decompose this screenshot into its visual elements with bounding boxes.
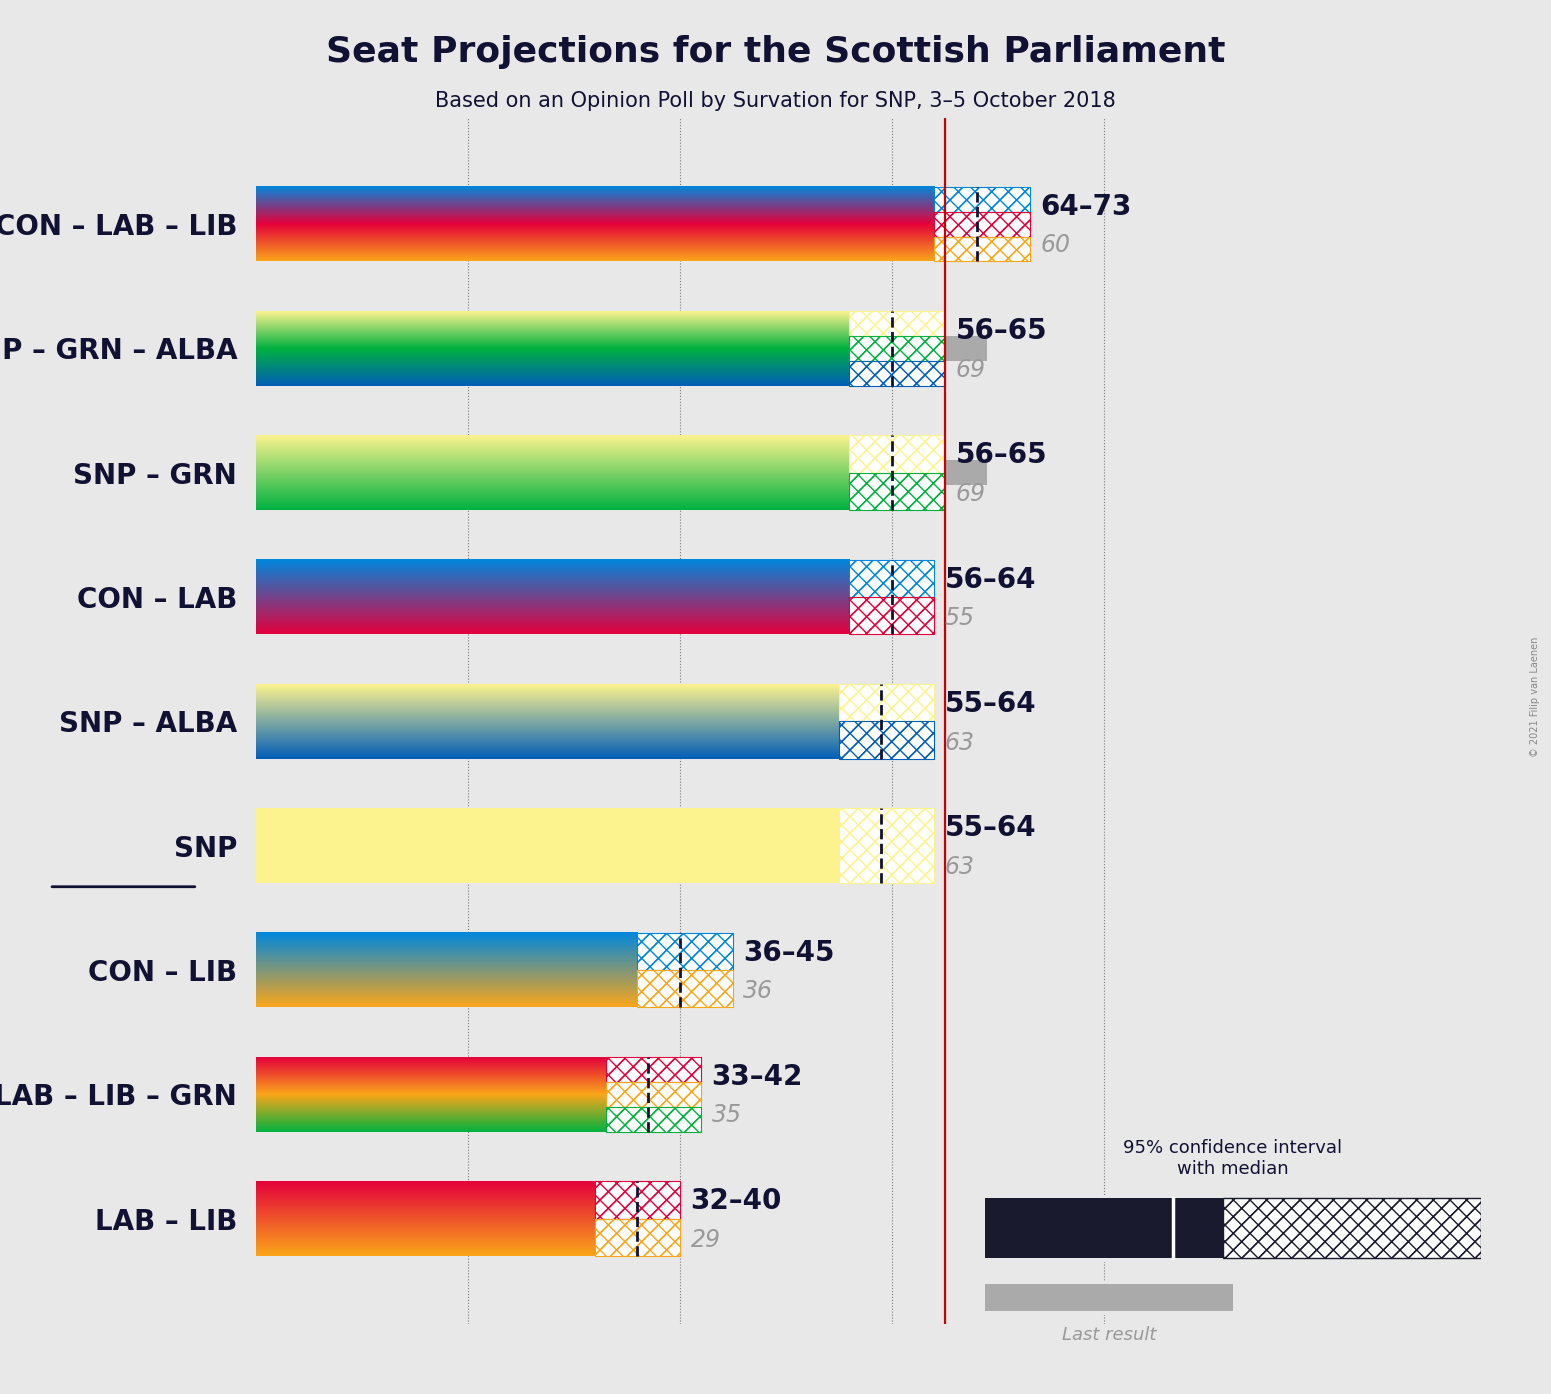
Bar <box>596 1218 679 1256</box>
Bar <box>839 684 934 722</box>
Bar <box>934 187 1030 212</box>
Bar <box>637 970 734 1008</box>
Bar <box>606 1107 701 1132</box>
Bar <box>850 473 945 510</box>
Bar <box>850 336 945 361</box>
Text: 33–42: 33–42 <box>712 1062 803 1092</box>
Bar <box>839 684 934 722</box>
Bar <box>850 311 945 336</box>
Bar <box>606 1082 701 1107</box>
Bar <box>606 1107 701 1132</box>
Bar <box>256 958 637 983</box>
Text: 95% confidence interval
with median: 95% confidence interval with median <box>1123 1139 1343 1178</box>
Bar <box>850 560 934 597</box>
Bar <box>606 1057 701 1082</box>
Bar <box>934 187 1030 212</box>
Bar <box>606 1057 701 1082</box>
Bar <box>1224 1197 1481 1259</box>
Bar <box>1224 1197 1481 1259</box>
Bar <box>985 1284 1233 1312</box>
Bar <box>934 187 1030 212</box>
Bar <box>256 212 892 237</box>
Text: 56–65: 56–65 <box>955 316 1047 346</box>
Bar <box>596 1181 679 1218</box>
Text: 35: 35 <box>712 1104 741 1128</box>
Bar <box>606 1082 701 1107</box>
Bar <box>596 1181 679 1218</box>
Text: 63: 63 <box>945 855 976 878</box>
Bar <box>596 1218 679 1256</box>
Bar <box>850 473 945 510</box>
Bar <box>256 460 988 485</box>
Bar <box>850 597 934 634</box>
Bar <box>839 721 934 758</box>
Text: 55–64: 55–64 <box>945 690 1036 718</box>
Bar <box>637 933 734 970</box>
Bar <box>839 809 934 882</box>
Text: 32–40: 32–40 <box>690 1188 782 1216</box>
Bar <box>934 237 1030 262</box>
Bar <box>934 237 1030 262</box>
Text: © 2021 Filip van Laenen: © 2021 Filip van Laenen <box>1531 637 1540 757</box>
Text: 55: 55 <box>945 606 976 630</box>
Bar <box>934 237 1030 262</box>
Bar <box>934 212 1030 237</box>
Bar <box>850 435 945 473</box>
Bar <box>839 809 934 882</box>
Bar <box>850 560 934 597</box>
Bar <box>850 336 945 361</box>
Bar <box>839 684 934 722</box>
Bar <box>850 361 945 386</box>
Bar <box>934 212 1030 237</box>
Bar <box>596 1181 679 1218</box>
Bar <box>850 311 945 336</box>
Bar <box>850 361 945 386</box>
Text: 56–65: 56–65 <box>955 442 1047 470</box>
Text: 69: 69 <box>955 482 985 506</box>
Bar <box>850 597 934 634</box>
Text: 55–64: 55–64 <box>945 814 1036 842</box>
Bar <box>256 336 988 361</box>
Bar <box>850 336 945 361</box>
Text: Based on an Opinion Poll by Survation for SNP, 3–5 October 2018: Based on an Opinion Poll by Survation fo… <box>436 91 1115 110</box>
Text: 64–73: 64–73 <box>1041 192 1132 220</box>
Bar <box>850 560 934 597</box>
Bar <box>596 1218 679 1256</box>
Bar <box>850 311 945 336</box>
Text: 56–64: 56–64 <box>945 566 1036 594</box>
Text: 69: 69 <box>955 358 985 382</box>
Text: 63: 63 <box>945 730 976 754</box>
Bar <box>850 473 945 510</box>
Text: 36–45: 36–45 <box>743 938 834 966</box>
Bar <box>256 1082 627 1107</box>
Bar <box>606 1082 701 1107</box>
Text: Last result: Last result <box>1062 1326 1155 1344</box>
Bar <box>637 933 734 970</box>
Text: 60: 60 <box>1041 233 1070 258</box>
Bar <box>850 361 945 386</box>
Bar <box>606 1057 701 1082</box>
Bar <box>850 435 945 473</box>
Bar <box>256 584 839 609</box>
Bar <box>985 1197 1224 1259</box>
Text: 29: 29 <box>690 1228 721 1252</box>
Bar <box>839 809 934 882</box>
Bar <box>606 1107 701 1132</box>
Bar <box>850 435 945 473</box>
Bar <box>934 212 1030 237</box>
Bar <box>256 710 924 733</box>
Bar <box>637 970 734 1008</box>
Bar <box>850 597 934 634</box>
Text: Seat Projections for the Scottish Parliament: Seat Projections for the Scottish Parlia… <box>326 35 1225 68</box>
Bar <box>256 834 924 859</box>
Bar <box>637 970 734 1008</box>
Bar <box>637 933 734 970</box>
Bar <box>839 721 934 758</box>
Bar <box>839 721 934 758</box>
Text: 36: 36 <box>743 979 774 1004</box>
Bar <box>256 1206 563 1231</box>
